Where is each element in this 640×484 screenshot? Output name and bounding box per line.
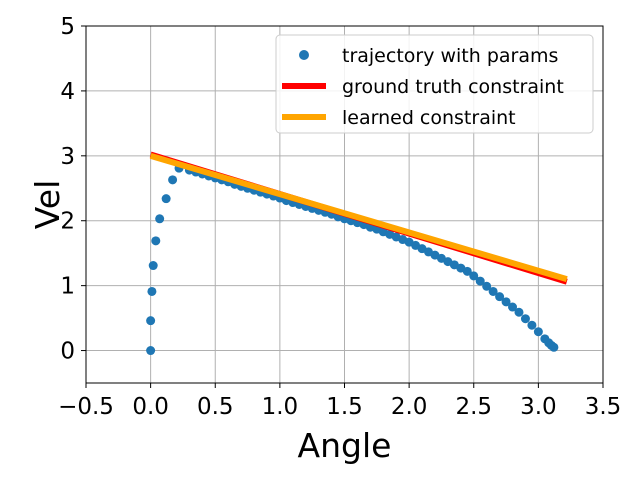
- scatter-point: [147, 286, 157, 296]
- y-tick-label: 3: [60, 144, 75, 170]
- y-tick-label: 2: [60, 209, 75, 235]
- x-tick-label: −0.5: [58, 394, 114, 420]
- x-axis-title: Angle: [298, 426, 392, 465]
- scatter-point: [533, 327, 543, 337]
- scatter-point: [155, 214, 165, 224]
- y-tick-label: 5: [60, 14, 75, 40]
- plot-series: [146, 151, 568, 356]
- scatter-point: [495, 292, 505, 302]
- scatter-point: [161, 194, 171, 204]
- scatter-point: [488, 286, 498, 296]
- scatter-point: [527, 320, 537, 330]
- x-tick-label: 1.5: [326, 394, 363, 420]
- legend-marker: [299, 50, 309, 60]
- scatter-point: [151, 236, 161, 246]
- scatter-point: [514, 307, 524, 317]
- y-tick-label: 1: [60, 274, 75, 300]
- scatter-point: [469, 271, 479, 281]
- scatter-point: [168, 175, 178, 185]
- scatter-point: [482, 281, 492, 291]
- scatter-point: [146, 316, 156, 326]
- y-tick-label: 4: [60, 79, 75, 105]
- scatter-point: [501, 297, 511, 307]
- scatter-point: [475, 276, 485, 286]
- x-tick-label: 0.5: [197, 394, 234, 420]
- legend: trajectory with params ground truth const…: [275, 34, 594, 134]
- scatter-point: [148, 261, 158, 271]
- scatter-point: [146, 346, 156, 356]
- legend-label: learned constraint: [342, 107, 516, 129]
- scatter-point: [462, 266, 472, 276]
- x-tick-label: 1.0: [262, 394, 299, 420]
- scatter-point: [520, 314, 530, 324]
- legend-label: ground truth constraint: [342, 76, 564, 98]
- x-tick-label: 3.0: [520, 394, 557, 420]
- y-axis-title: Vel: [28, 180, 67, 229]
- scatter-point: [549, 342, 559, 352]
- x-tick-label: 0.0: [132, 394, 169, 420]
- learned-constraint-line: [149, 152, 568, 283]
- x-tick-label: 2.0: [391, 394, 428, 420]
- ticks: −0.5 0.0 0.5 1.0 1.5 2.0 2.5 3.0 3.5 0 1 2 3 4 5: [58, 14, 621, 420]
- x-tick-label: 2.5: [455, 394, 492, 420]
- legend-label: trajectory with params: [342, 45, 558, 67]
- x-tick-label: 3.5: [585, 394, 622, 420]
- scatter-point: [508, 302, 518, 312]
- legend-box: [275, 34, 594, 134]
- y-tick-label: 0: [60, 339, 75, 365]
